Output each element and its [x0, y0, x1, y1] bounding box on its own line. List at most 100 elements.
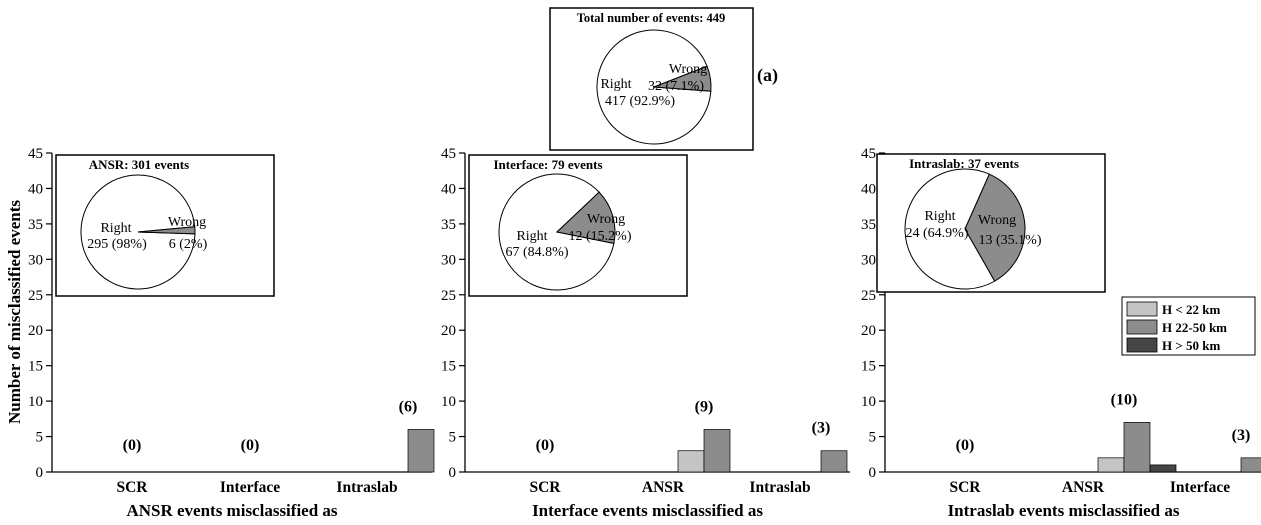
y-tick-label: 5	[449, 430, 457, 446]
y-tick-label: 45	[441, 146, 456, 162]
y-axis-label: Number of misclassified events	[5, 200, 24, 424]
y-tick-label: 20	[28, 323, 43, 339]
y-tick-label: 45	[28, 146, 43, 162]
top-pie-panel: Total number of events: 449 Right 417 (9…	[549, 7, 778, 151]
x-category-label: Intraslab	[336, 479, 397, 496]
bar	[1097, 457, 1125, 473]
top-pie-wrong-slice	[653, 65, 712, 92]
y-tick-label: 15	[28, 359, 43, 375]
inset-pie-title: ANSR: 301 events	[89, 157, 189, 172]
x-axis-label: Intraslab events misclassified as	[948, 501, 1180, 520]
panel-label-a: (a)	[757, 65, 778, 86]
legend-label-h-22-50: H 22-50 km	[1162, 320, 1227, 335]
y-tick-label: 35	[441, 217, 456, 233]
inset-pie-wrong-value: 6 (2%)	[169, 237, 208, 252]
y-tick-label: 20	[861, 323, 876, 339]
inset-pie-wrong-value: 12 (15.2%)	[569, 229, 632, 244]
legend-swatch-h-gt-50	[1126, 337, 1158, 353]
top-pie-wrong-value: 32 (7.1%)	[648, 79, 704, 94]
y-tick-label: 30	[28, 252, 43, 268]
top-pie-title: Total number of events: 449	[577, 11, 726, 25]
inset-pie-chart	[904, 168, 1026, 290]
inset-pie-title: Intraslab: 37 events	[909, 156, 1019, 171]
y-tick-label: 40	[861, 181, 876, 197]
x-axis-label: Interface events misclassified as	[532, 501, 763, 520]
inset-pie-right-label: Right	[100, 221, 131, 236]
inset-pie-right-value: 295 (98%)	[87, 237, 147, 252]
y-tick-label: 35	[28, 217, 43, 233]
top-pie-right-value: 417 (92.9%)	[605, 94, 675, 109]
bar-total-label: (6)	[399, 398, 418, 415]
y-tick-label: 45	[861, 146, 876, 162]
inset-pie-wrong-slice	[964, 173, 1026, 282]
chart-panel-b: Number of misclassified events 0 5 10 15 20 2…	[5, 146, 435, 520]
legend-label-h-lt-22: H < 22 km	[1162, 302, 1220, 317]
top-pie-chart	[596, 29, 712, 145]
bar-total-label: (0)	[536, 437, 555, 454]
bar	[1123, 422, 1151, 473]
bar	[407, 429, 435, 473]
bar-total-label: (9)	[695, 398, 714, 415]
bar-total-label: (0)	[123, 437, 142, 454]
x-category-label: SCR	[949, 479, 981, 496]
x-category-label: SCR	[116, 479, 148, 496]
inset-pie-right-slice	[904, 168, 996, 290]
chart-panel-d: 0 5 10 15 20 25 30 35 40 45 SCR (0) ANSR (10) Interfac…	[861, 146, 1261, 520]
y-tick-label: 10	[28, 394, 43, 410]
y-tick-label: 25	[441, 288, 456, 304]
inset-pie-wrong-label: Wrong	[168, 215, 206, 230]
x-category-label: ANSR	[1062, 479, 1105, 496]
bar	[703, 429, 731, 473]
y-tick-label: 40	[28, 181, 43, 197]
inset-pie-right-label: Right	[516, 229, 547, 244]
y-tick-label: 10	[441, 394, 456, 410]
y-tick-label: 15	[441, 359, 456, 375]
y-tick-label: 0	[449, 465, 457, 481]
legend-label-h-gt-50: H > 50 km	[1162, 338, 1220, 353]
inset-pie-right-label: Right	[924, 209, 955, 224]
bar-total-label: (3)	[1232, 427, 1251, 444]
inset-pie-chart	[498, 173, 616, 291]
y-tick-label: 30	[441, 252, 456, 268]
chart-panel-c: 0 5 10 15 20 25 30 35 40 45 SCR (0) ANSR (9) Intraslab…	[441, 146, 850, 520]
bar	[820, 450, 848, 473]
legend-swatch-h-22-50	[1126, 319, 1158, 335]
inset-pie-wrong-slice	[137, 226, 196, 235]
bar	[677, 450, 705, 473]
inset-pie-right-value: 67 (84.8%)	[506, 245, 569, 260]
y-tick-label: 40	[441, 181, 456, 197]
y-tick-label: 0	[36, 465, 44, 481]
x-category-label: Interface	[1170, 479, 1230, 496]
inset-pie-right-value: 24 (64.9%)	[906, 226, 969, 241]
top-pie-right-label: Right	[600, 77, 631, 92]
y-tick-label: 5	[869, 430, 877, 446]
bar-total-label: (3)	[812, 420, 831, 437]
x-category-label: Interface	[220, 479, 280, 496]
x-category-label: SCR	[529, 479, 561, 496]
bar	[1149, 464, 1177, 473]
inset-pie-wrong-value: 13 (35.1%)	[979, 233, 1042, 248]
bar-total-label: (10)	[1111, 391, 1138, 408]
y-tick-label: 30	[861, 252, 876, 268]
bar	[1240, 457, 1261, 473]
y-tick-label: 0	[869, 465, 877, 481]
inset-pie-wrong-slice	[555, 191, 616, 244]
y-tick-label: 25	[861, 288, 876, 304]
y-tick-label: 10	[861, 394, 876, 410]
inset-pie-wrong-label: Wrong	[978, 213, 1016, 228]
y-tick-label: 35	[861, 217, 876, 233]
legend: H < 22 km H 22-50 km H > 50 km	[1121, 296, 1256, 356]
inset-pie-title: Interface: 79 events	[493, 157, 602, 172]
legend-swatch-h-lt-22	[1126, 301, 1158, 317]
y-tick-label: 5	[36, 430, 44, 446]
x-category-label: Intraslab	[749, 479, 810, 496]
y-tick-label: 20	[441, 323, 456, 339]
bar-total-label: (0)	[241, 437, 260, 454]
x-category-label: ANSR	[642, 479, 685, 496]
inset-pie-chart	[80, 174, 196, 290]
bar-total-label: (0)	[956, 437, 975, 454]
inset-pie-wrong-label: Wrong	[587, 212, 625, 227]
y-tick-label: 25	[28, 288, 43, 304]
y-tick-label: 15	[861, 359, 876, 375]
